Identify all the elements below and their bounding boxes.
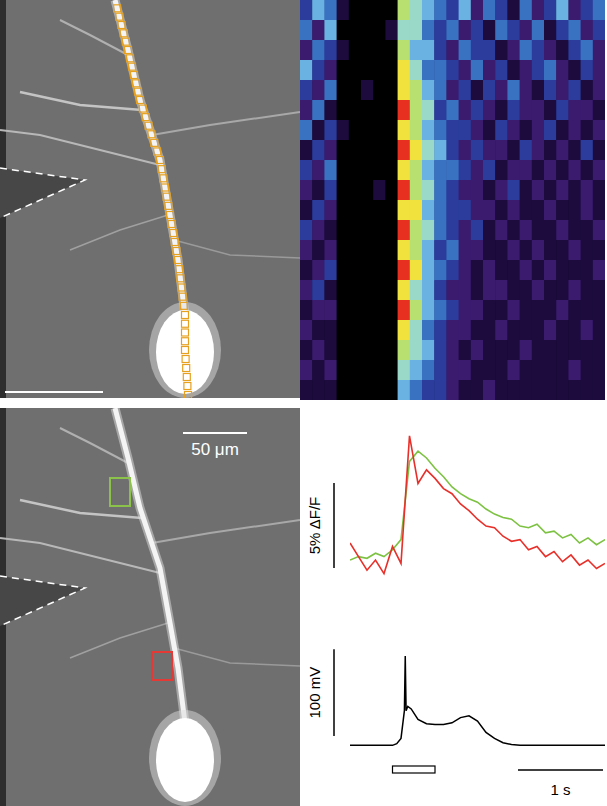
svg-text:5% ΔF/F: 5% ΔF/F [306,497,323,555]
svg-text:100 mV: 100 mV [306,667,323,719]
svg-text:1 s: 1 s [550,781,570,798]
svg-text:50 μm: 50 μm [191,440,239,459]
